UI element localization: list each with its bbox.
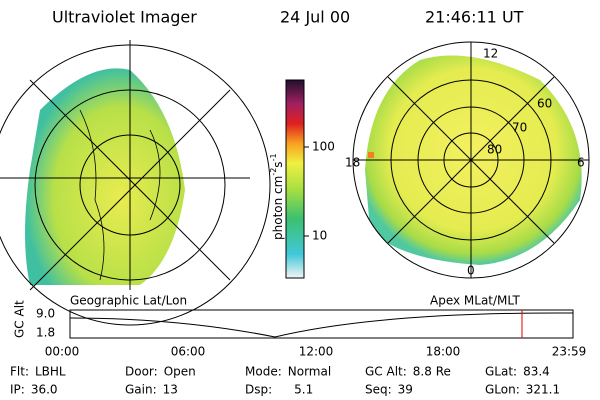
info-label: Seq: [365, 383, 392, 397]
date: 24 Jul 00 [280, 8, 350, 27]
geographic-image [0, 40, 271, 326]
info-value: Open [164, 365, 196, 379]
mlat-label: 70 [512, 121, 527, 135]
info-label: GLat: [485, 365, 517, 379]
info-label: Mode: [245, 365, 282, 379]
info-value: LBHL [35, 365, 66, 379]
orbit-x-label: 06:00 [171, 345, 206, 359]
info-label: Gain: [125, 383, 157, 397]
orbit-x-label: 23:59 [552, 345, 587, 359]
info-label: IP: [10, 383, 25, 397]
colorbar-tick: 100 [312, 140, 335, 154]
orbit-frame [69, 309, 574, 339]
mlat-label: 80 [487, 143, 502, 157]
info-label: Dsp: [245, 383, 272, 397]
info-label: Flt: [10, 365, 29, 379]
orbit-y-label: 9.0 [36, 307, 55, 321]
orbit-curve [69, 312, 574, 338]
info-value: 8.8 Re [413, 365, 451, 379]
info-value: 39 [398, 383, 413, 397]
info-value: 321.1 [526, 383, 560, 397]
colorbar-tick: 10 [312, 229, 327, 243]
orbit-right-label: Apex MLat/MLT [430, 294, 520, 308]
mlt-label: 0 [467, 264, 475, 278]
mlat-label: 60 [537, 97, 552, 111]
info-value: 36.0 [31, 383, 58, 397]
colorbar [285, 79, 305, 279]
orbit-x-label: 18:00 [426, 345, 461, 359]
info-value: Normal [288, 365, 331, 379]
info-value: 83.4 [523, 365, 550, 379]
mlt-label: 18 [345, 156, 360, 170]
info-label: GLon: [485, 383, 520, 397]
polar-image [352, 41, 590, 279]
orbit-axis-label: GC Alt [13, 300, 27, 338]
mlt-label: 12 [483, 47, 498, 61]
info-label: GC Alt: [365, 365, 407, 379]
info-label: Door: [125, 365, 158, 379]
orbit-y-label: 1.8 [36, 326, 55, 340]
info-value: 5.1 [294, 383, 313, 397]
colorbar-label: photon cm-2s-1 [269, 153, 285, 240]
info-value: 13 [163, 383, 178, 397]
mlt-label: 6 [577, 156, 585, 170]
orbit-x-label: 12:00 [299, 345, 334, 359]
orbit-left-label: Geographic Lat/Lon [70, 294, 187, 308]
time: 21:46:11 UT [425, 8, 524, 27]
orbit-x-label: 00:00 [45, 345, 80, 359]
title: Ultraviolet Imager [52, 8, 197, 27]
